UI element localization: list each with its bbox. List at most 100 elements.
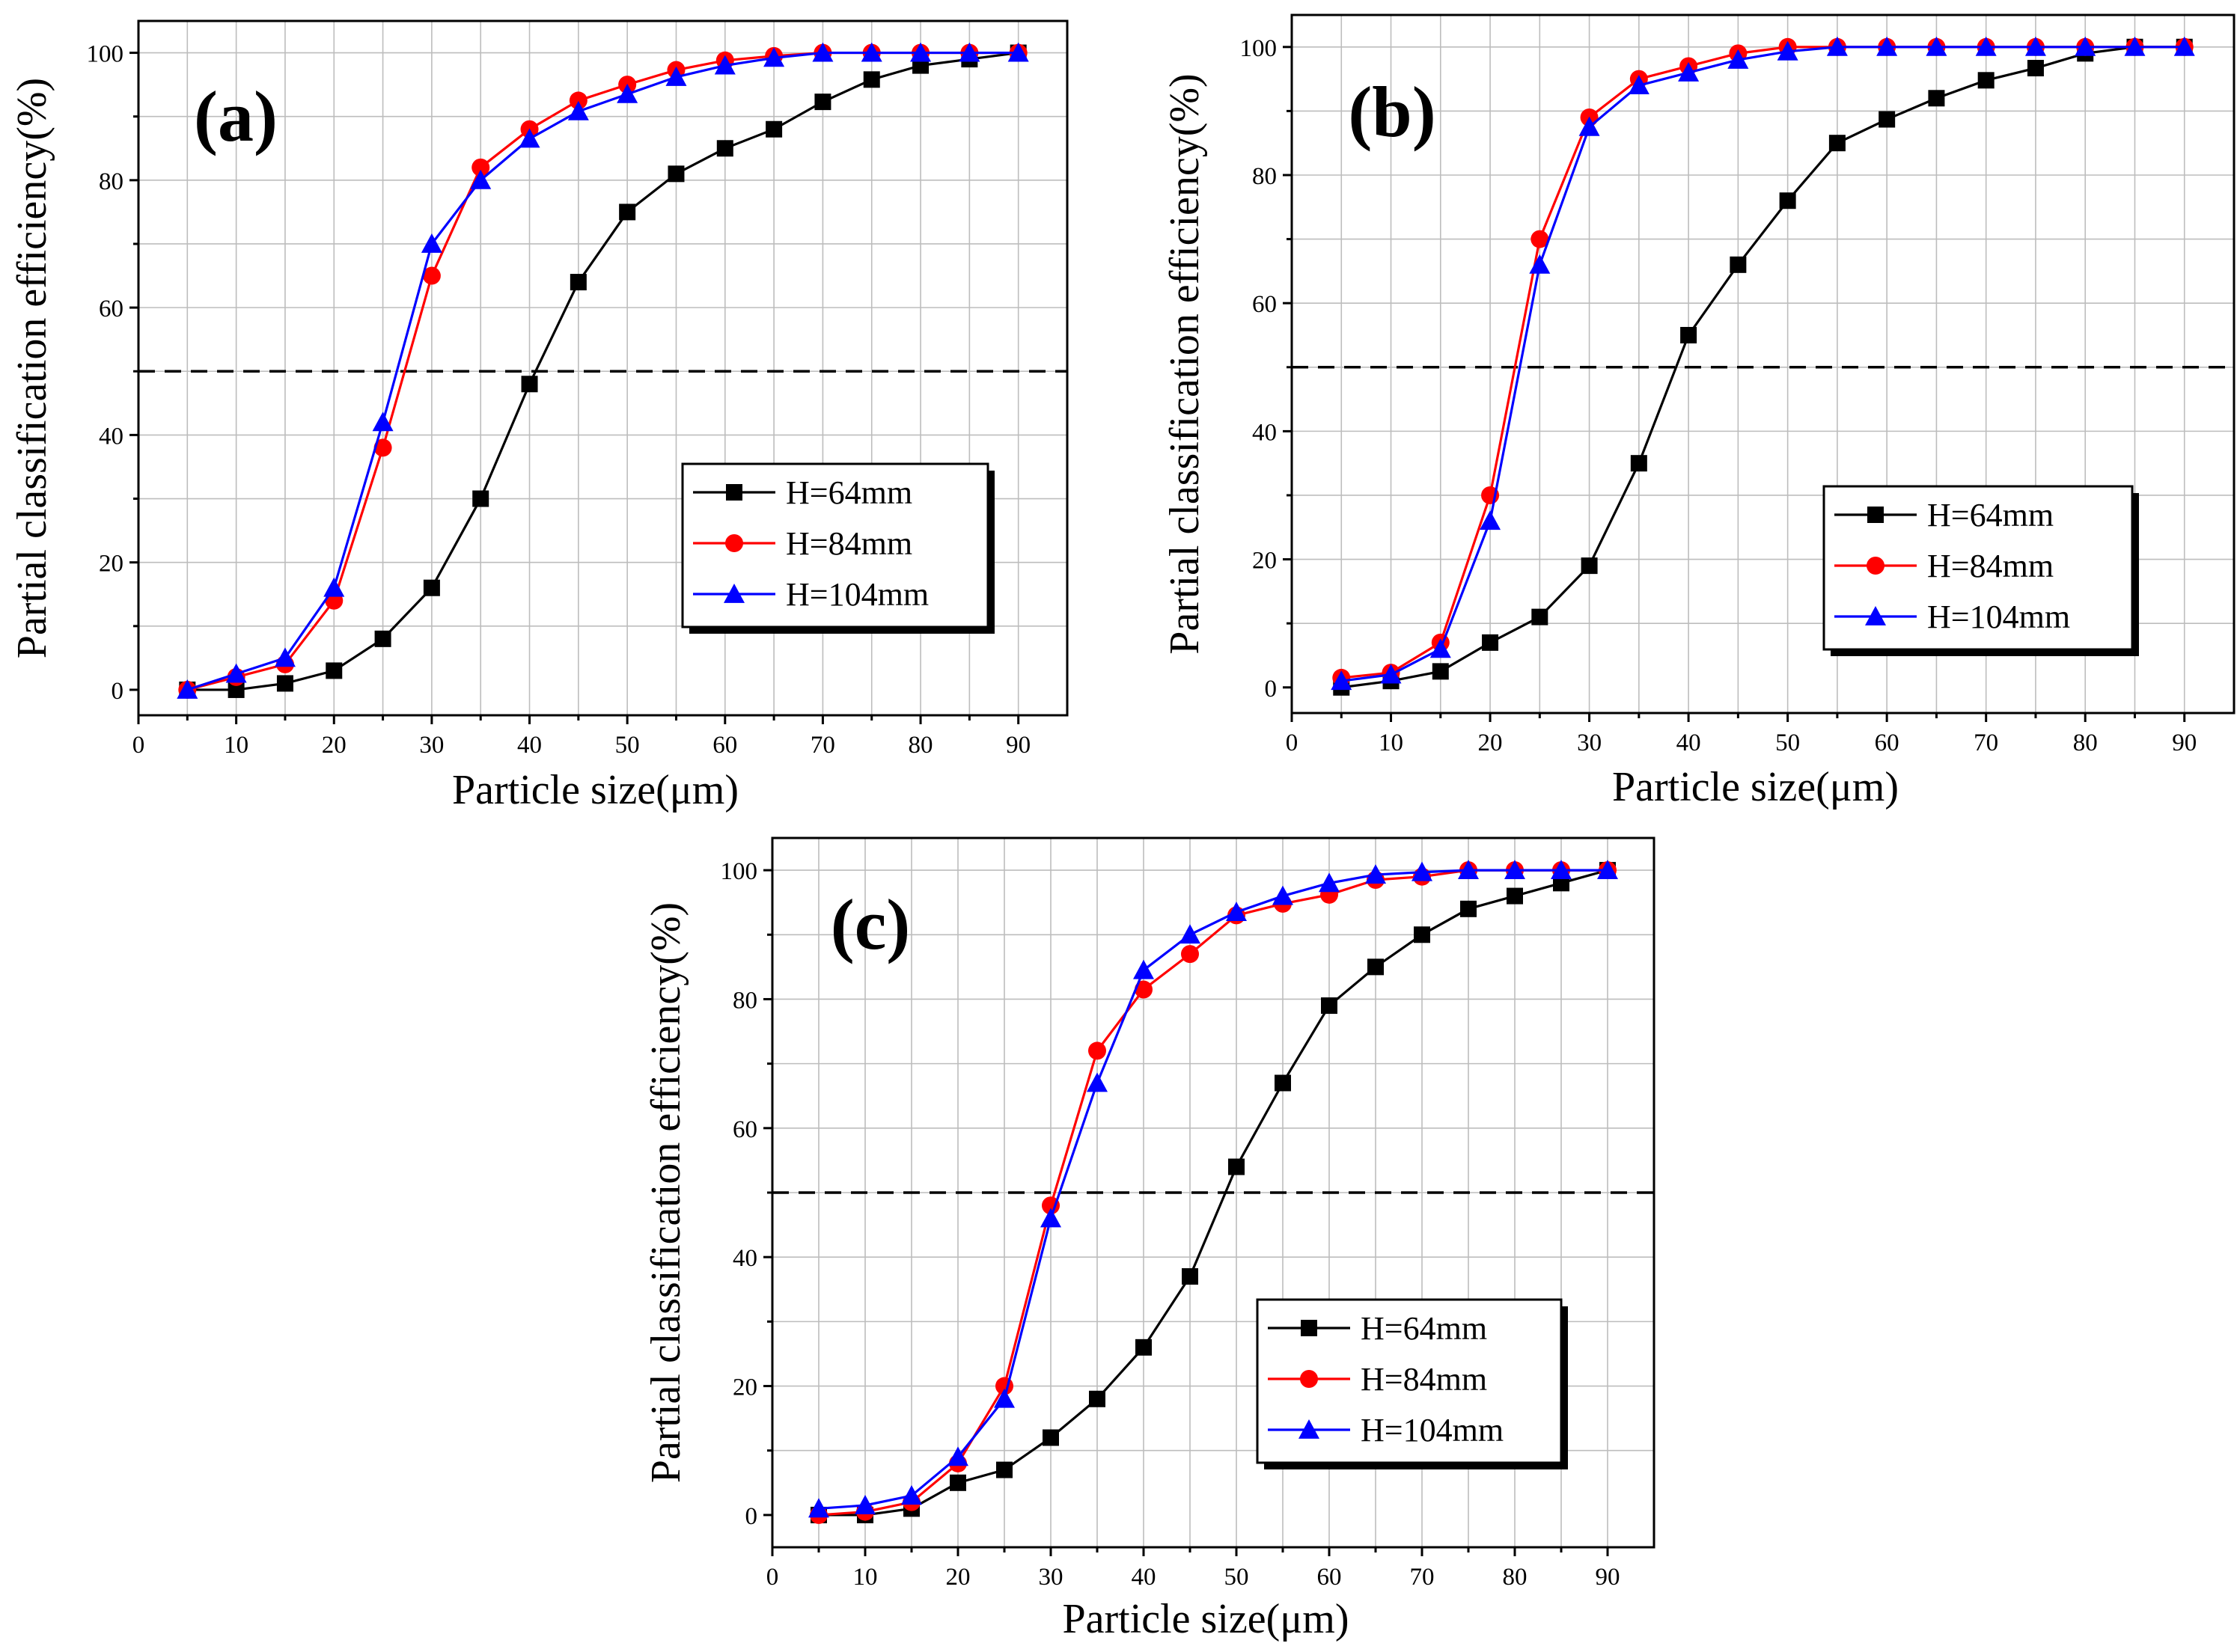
data-point <box>1228 1158 1245 1175</box>
data-point <box>1135 980 1153 999</box>
data-point <box>947 1446 968 1466</box>
legend-marker <box>1867 507 1884 523</box>
y-tick-label: 80 <box>1252 163 1277 190</box>
series-h-104mm <box>177 42 1029 699</box>
legend-label: H=64mm <box>1927 497 2054 533</box>
series-line <box>1341 46 2185 689</box>
data-point <box>2027 60 2044 77</box>
data-point <box>996 1461 1013 1478</box>
data-point <box>994 1388 1015 1408</box>
data-point <box>617 83 638 103</box>
data-point <box>1597 860 1618 879</box>
data-point <box>1458 860 1479 879</box>
legend: H=64mm H=84mm H=104mm <box>1256 1298 1568 1469</box>
data-point <box>374 630 391 647</box>
plot-frame <box>1290 13 2236 715</box>
data-point <box>855 1494 876 1514</box>
data-point <box>1135 1339 1152 1356</box>
data-point <box>421 233 442 253</box>
data-point <box>1043 1429 1059 1446</box>
data-point <box>1507 887 1523 905</box>
data-point <box>373 438 392 457</box>
data-point <box>470 169 492 189</box>
x-tick-label: 0 <box>1286 729 1298 756</box>
data-point <box>1380 664 1402 684</box>
y-tick-label: 100 <box>1240 35 1278 62</box>
y-tick-label: 80 <box>733 987 757 1014</box>
data-point <box>2124 36 2146 56</box>
data-point <box>1319 872 1340 893</box>
data-point <box>1678 62 1700 82</box>
data-point <box>1007 42 1029 62</box>
data-point <box>1275 1074 1291 1092</box>
x-tick-label: 30 <box>419 732 444 759</box>
x-tick-label: 0 <box>132 732 145 759</box>
legend-label: H=84mm <box>1927 548 2054 584</box>
data-point <box>1777 40 1798 61</box>
data-point <box>1414 926 1430 943</box>
data-point <box>1680 326 1697 343</box>
data-point <box>422 266 441 285</box>
chart-panel-a: 0 10 20 30 40 50 60 70 80 90 0 20 40 60 80 100 Particle … <box>9 19 1069 813</box>
legend: H=64mm H=84mm H=104mm <box>681 462 995 634</box>
x-tick-label: 60 <box>712 732 737 759</box>
x-tick-label: 70 <box>1410 1564 1435 1591</box>
data-point <box>714 55 736 75</box>
data-point <box>619 204 636 221</box>
y-tick-label: 60 <box>1252 291 1277 318</box>
x-tick-label: 50 <box>615 732 640 759</box>
legend-label: H=84mm <box>786 525 912 562</box>
data-point <box>1779 192 1796 209</box>
data-point <box>959 42 980 62</box>
data-point <box>1826 36 1848 56</box>
panel-label: (a) <box>194 76 278 156</box>
x-tick-label: 80 <box>2073 729 2098 756</box>
x-tick-label: 30 <box>1577 729 1602 756</box>
legend-label: H=64mm <box>1361 1310 1487 1347</box>
y-axis-label: Partial classification efficiency(%) <box>1162 73 1208 654</box>
x-axis-label: Particle size(μm) <box>452 767 739 813</box>
data-point <box>372 412 394 432</box>
chart-panel-c: 0 10 20 30 40 50 60 70 80 90 0 20 40 60 80 100 Particle … <box>643 836 1655 1642</box>
x-tick-label: 20 <box>946 1564 971 1591</box>
series-h-104mm <box>808 860 1618 1518</box>
data-point <box>1042 1196 1060 1215</box>
data-point <box>1321 997 1337 1015</box>
data-point <box>808 1498 829 1518</box>
data-point <box>1432 663 1449 680</box>
legend-label: H=104mm <box>1361 1412 1504 1448</box>
x-tick-label: 0 <box>766 1564 779 1591</box>
y-axis-label: Partial classification efficiency(%) <box>643 902 689 1483</box>
y-tick-label: 0 <box>745 1503 758 1530</box>
data-point <box>1482 634 1499 651</box>
data-point <box>276 675 293 692</box>
data-point <box>1876 36 1898 56</box>
x-tick-label: 70 <box>811 732 835 759</box>
series-h-104mm <box>1331 36 2195 691</box>
data-point <box>1367 958 1384 976</box>
legend-marker <box>1867 557 1884 575</box>
x-tick-label: 40 <box>517 732 542 759</box>
x-tick-label: 10 <box>853 1564 878 1591</box>
data-point <box>1272 885 1293 905</box>
data-point <box>1181 945 1199 964</box>
legend-marker <box>724 584 745 603</box>
x-tick-label: 50 <box>1775 729 1800 756</box>
panel-label: (b) <box>1348 72 1435 152</box>
y-tick-label: 40 <box>1252 419 1277 446</box>
data-point <box>950 1474 966 1491</box>
x-tick-label: 70 <box>1974 729 1998 756</box>
data-point <box>1529 254 1551 274</box>
x-tick-label: 90 <box>2172 729 2197 756</box>
data-point <box>901 1485 922 1505</box>
x-tick-label: 60 <box>1317 1564 1342 1591</box>
data-point <box>1531 608 1548 625</box>
data-point <box>1730 256 1747 273</box>
data-point <box>225 663 247 683</box>
y-tick-label: 100 <box>721 858 758 885</box>
data-point <box>1480 510 1501 530</box>
legend-marker <box>725 534 743 552</box>
data-point <box>1928 90 1945 107</box>
data-point <box>1429 638 1451 658</box>
series-line <box>186 51 1019 691</box>
